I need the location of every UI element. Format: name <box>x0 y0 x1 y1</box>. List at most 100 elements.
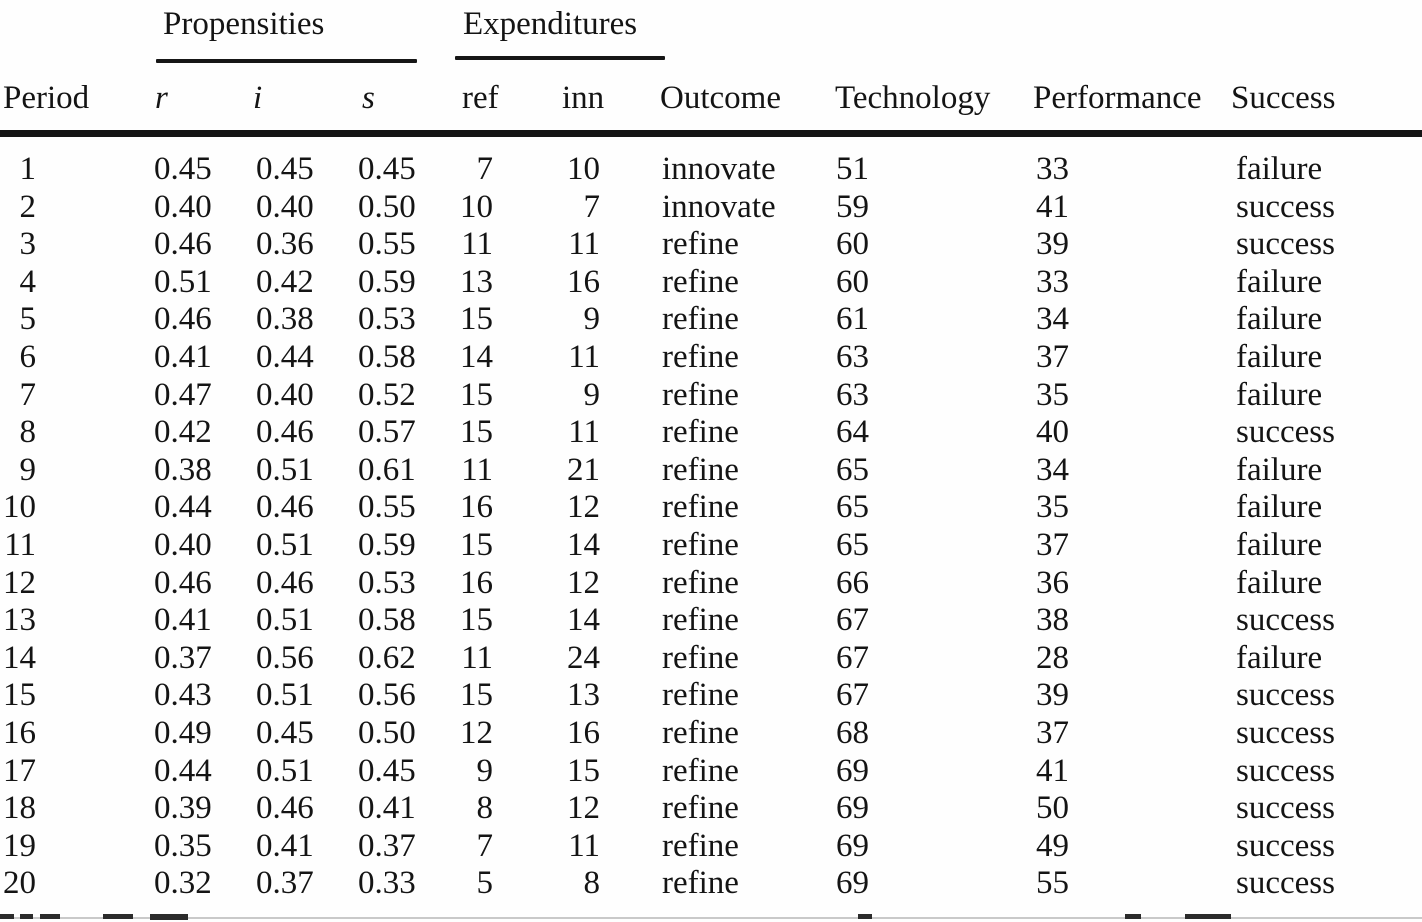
cell-spacer <box>600 339 662 377</box>
cell-r: 0.46 <box>154 564 212 601</box>
cell-success: success <box>1236 752 1335 789</box>
cell-outcome: refine <box>662 414 739 451</box>
cell-technology: 69 <box>836 827 869 864</box>
cell-technology: 65 <box>836 526 869 563</box>
cell-spacer <box>36 753 154 791</box>
cell-spacer <box>36 677 154 715</box>
cell-spacer <box>36 489 154 527</box>
cell-r: 0.32 <box>154 865 212 902</box>
cell-i: 0.42 <box>256 263 314 300</box>
cell-performance: 38 <box>1036 602 1069 639</box>
cell-performance: 41 <box>1036 752 1069 789</box>
cell-r: 0.44 <box>154 752 212 789</box>
cell-outcome: innovate <box>662 151 776 187</box>
cell-outcome: refine <box>662 226 739 263</box>
cell-spacer <box>36 301 154 339</box>
cell-inn: 10 <box>567 151 600 187</box>
cell-ref: 15 <box>460 414 493 451</box>
cell-outcome: refine <box>662 451 739 488</box>
cell-r: 0.37 <box>154 639 212 676</box>
table-row: 4 0.51 0.42 0.59 13 16 refine 60 33 failure <box>0 264 1422 302</box>
cell-success: success <box>1236 827 1335 864</box>
bottom-rule-faint <box>0 917 1422 919</box>
bottom-rule-segment <box>40 914 60 919</box>
cell-i: 0.51 <box>256 526 314 563</box>
cell-success: failure <box>1236 151 1323 187</box>
table-row: 2 0.40 0.40 0.50 10 7 innovate 59 41 success <box>0 189 1422 227</box>
cell-spacer <box>36 452 154 490</box>
cell-s: 0.56 <box>358 677 416 714</box>
cell-r: 0.41 <box>154 602 212 639</box>
cell-spacer <box>36 339 154 377</box>
cell-outcome: refine <box>662 790 739 827</box>
cell-i: 0.44 <box>256 338 314 375</box>
cell-spacer <box>36 715 154 753</box>
cell-s: 0.55 <box>358 226 416 263</box>
cell-s: 0.61 <box>358 451 416 488</box>
cell-spacer <box>600 677 662 715</box>
cell-r: 0.39 <box>154 790 212 827</box>
cell-inn: 11 <box>568 338 600 375</box>
cell-period: 13 <box>3 602 36 639</box>
cell-spacer <box>600 414 662 452</box>
cell-spacer <box>493 715 536 753</box>
cell-ref: 13 <box>460 263 493 300</box>
cell-outcome: refine <box>662 526 739 563</box>
cell-spacer <box>36 414 154 452</box>
cell-inn: 11 <box>568 827 600 864</box>
cell-technology: 65 <box>836 489 869 526</box>
cell-period: 4 <box>19 263 37 300</box>
cell-s: 0.58 <box>358 338 416 375</box>
cell-spacer <box>600 489 662 527</box>
table-row: 18 0.39 0.46 0.41 8 12 refine 69 50 success <box>0 790 1422 828</box>
cell-inn: 16 <box>567 714 600 751</box>
cell-period: 15 <box>3 677 36 714</box>
cell-spacer <box>36 377 154 415</box>
cell-spacer <box>36 151 154 189</box>
cell-ref: 7 <box>476 151 494 187</box>
cell-period: 20 <box>3 865 36 902</box>
cell-inn: 9 <box>583 301 601 338</box>
cell-inn: 7 <box>583 188 601 225</box>
cell-outcome: innovate <box>662 188 776 225</box>
cell-spacer <box>493 565 536 603</box>
expenditures-underline <box>455 56 665 60</box>
cell-success: failure <box>1236 301 1323 338</box>
cell-r: 0.43 <box>154 677 212 714</box>
cell-spacer <box>36 640 154 678</box>
cell-performance: 35 <box>1036 376 1069 413</box>
cell-s: 0.52 <box>358 376 416 413</box>
cell-technology: 68 <box>836 714 869 751</box>
cell-spacer <box>493 828 536 866</box>
cell-success: failure <box>1236 564 1323 601</box>
cell-period: 17 <box>3 752 36 789</box>
cell-spacer <box>493 226 536 264</box>
bottom-rule-segment <box>0 914 14 919</box>
cell-performance: 39 <box>1036 677 1069 714</box>
cell-success: failure <box>1236 263 1323 300</box>
cell-ref: 12 <box>460 714 493 751</box>
cell-period: 16 <box>3 714 36 751</box>
cell-period: 6 <box>19 338 37 375</box>
cell-ref: 16 <box>460 489 493 526</box>
cell-spacer <box>600 527 662 565</box>
bottom-rule-segment <box>1125 914 1141 919</box>
cell-technology: 67 <box>836 639 869 676</box>
cell-ref: 9 <box>476 752 494 789</box>
cell-period: 14 <box>3 639 36 676</box>
header-rule <box>0 130 1422 137</box>
cell-success: success <box>1236 602 1335 639</box>
cell-r: 0.51 <box>154 263 212 300</box>
cell-ref: 11 <box>461 451 493 488</box>
table-row: 10 0.44 0.46 0.55 16 12 refine 65 35 failure <box>0 489 1422 527</box>
col-header-inn: inn <box>562 80 605 116</box>
cell-r: 0.47 <box>154 376 212 413</box>
cell-spacer <box>600 715 662 753</box>
col-header-i: i <box>253 80 263 116</box>
cell-i: 0.51 <box>256 752 314 789</box>
col-header-s: s <box>362 80 375 116</box>
col-header-technology: Technology <box>835 80 991 116</box>
cell-ref: 15 <box>460 677 493 714</box>
cell-spacer <box>493 414 536 452</box>
table-row: 9 0.38 0.51 0.61 11 21 refine 65 34 failure <box>0 452 1422 490</box>
